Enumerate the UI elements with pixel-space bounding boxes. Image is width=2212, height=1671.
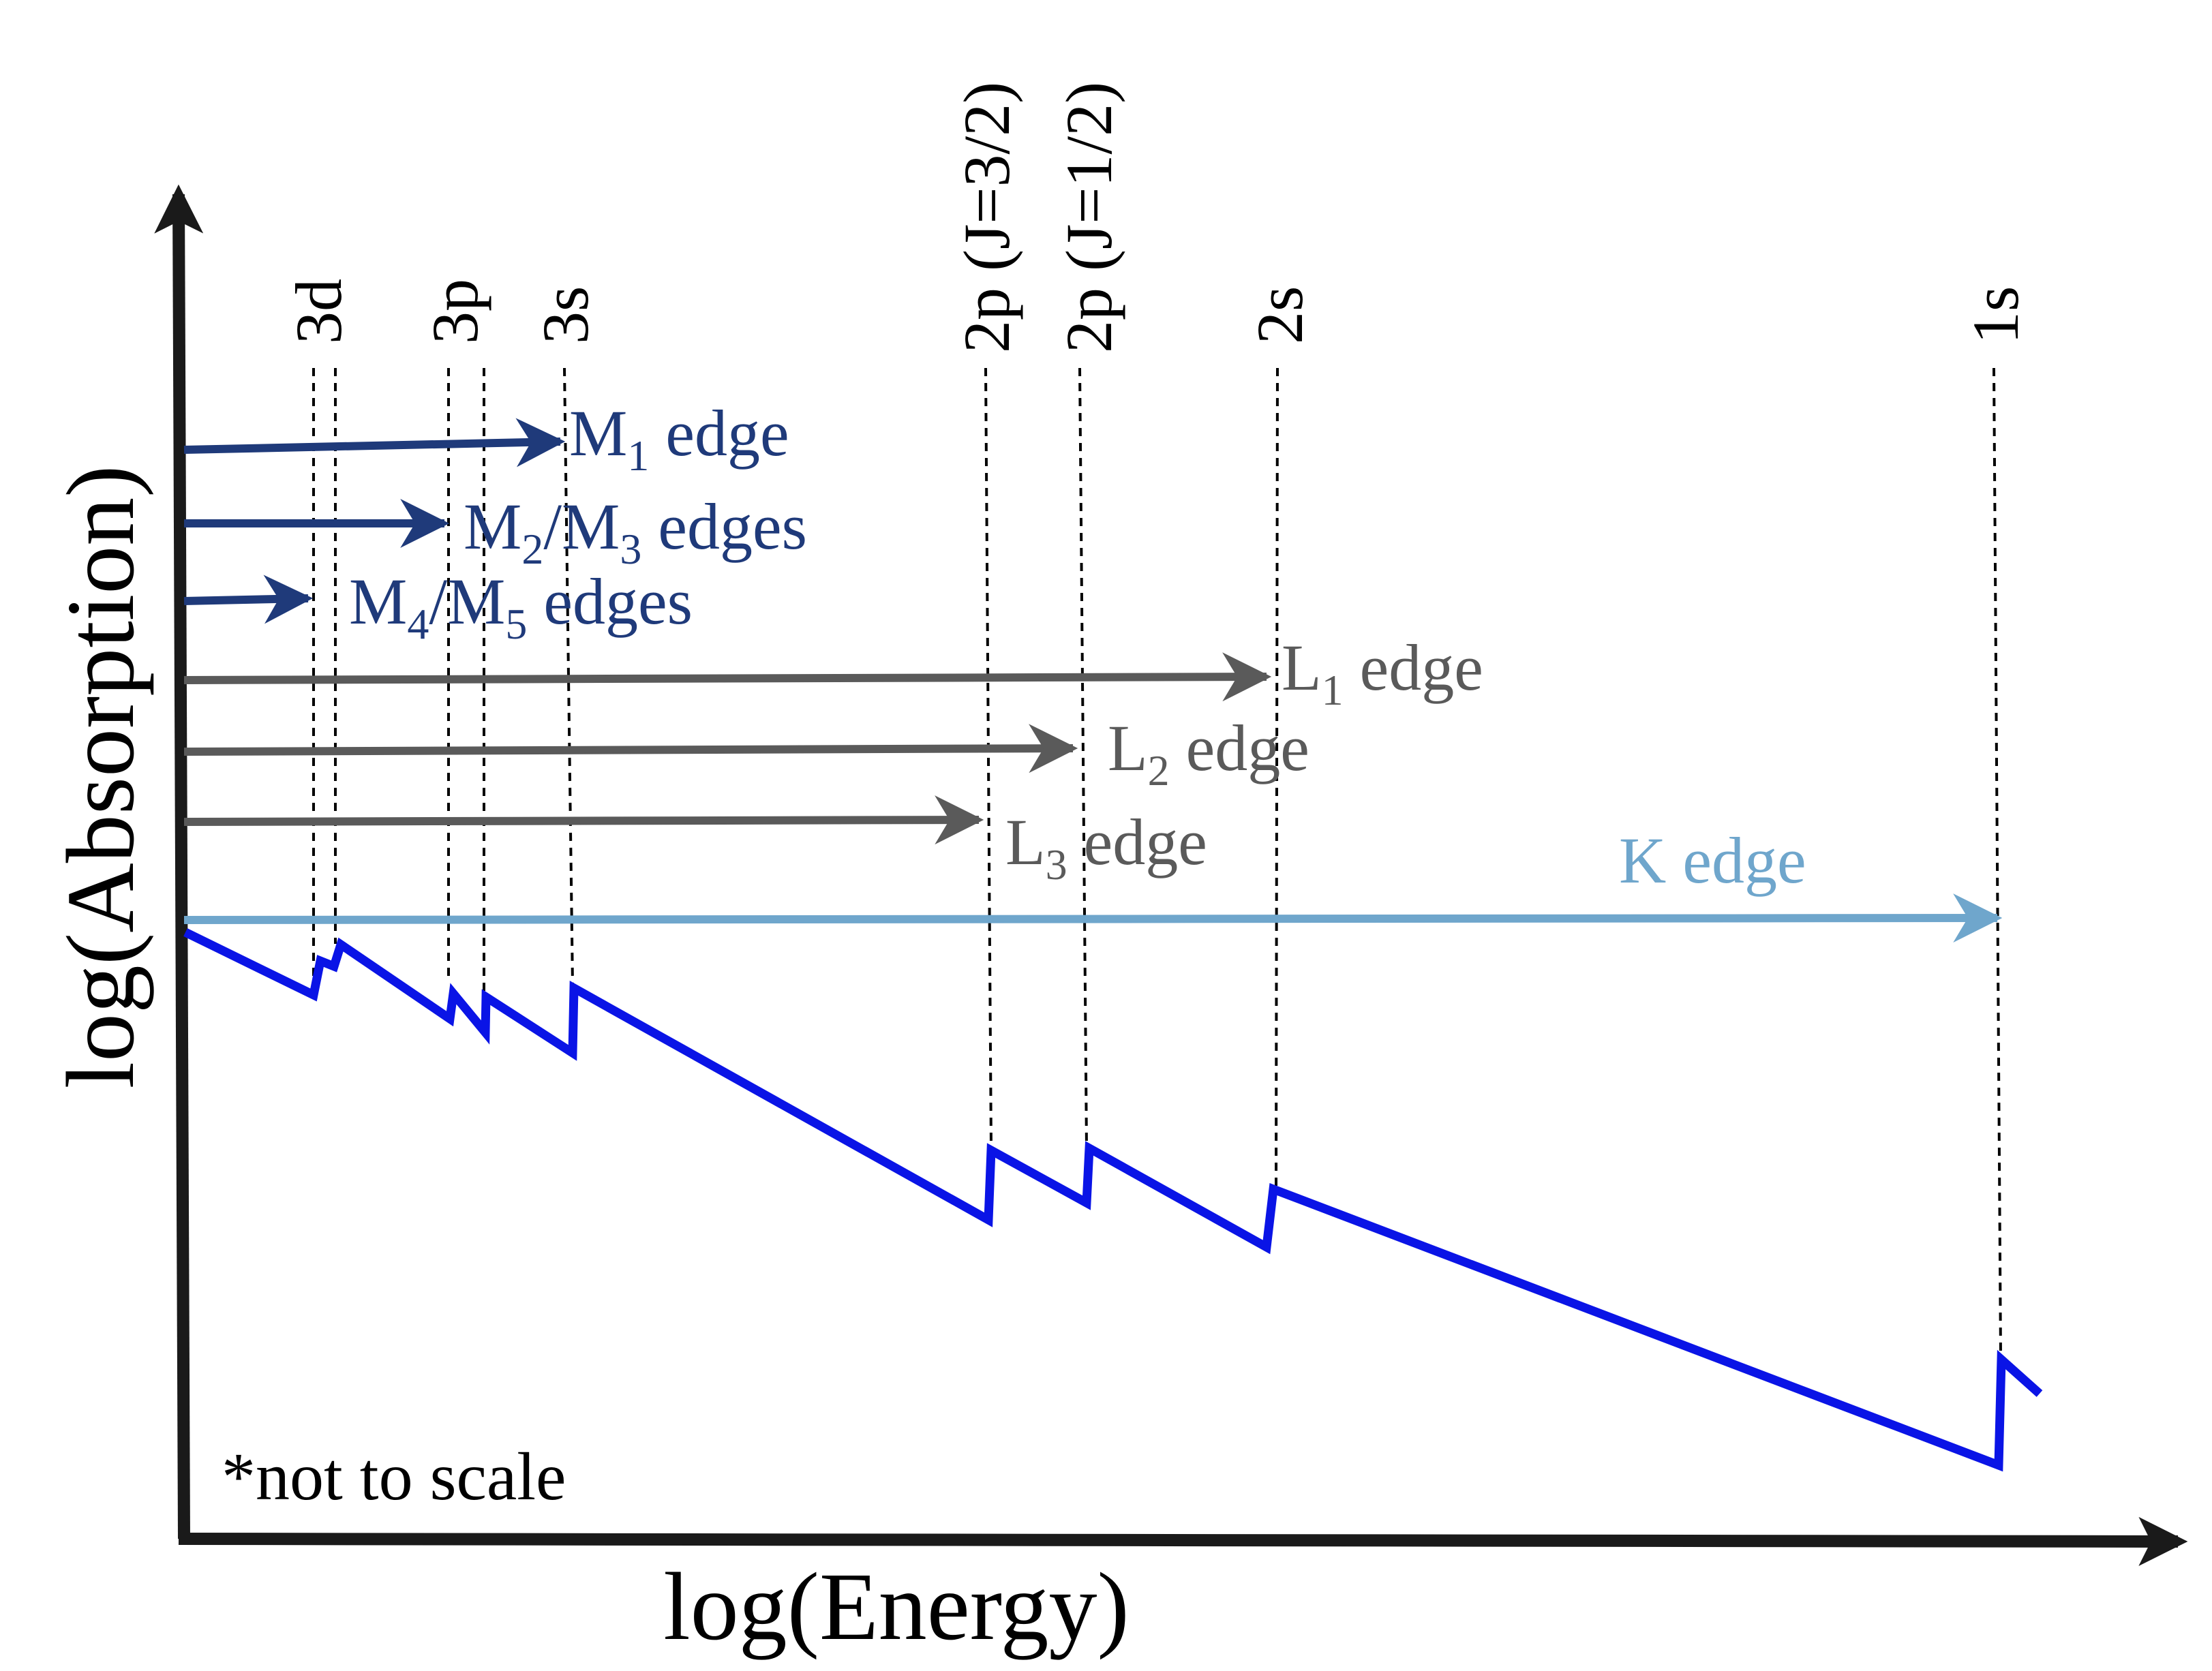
level-label-3d: 3d xyxy=(282,279,355,344)
edge-labels: M1 edge M2/M3 edges M4/M5 edges L1 edge … xyxy=(349,397,1806,897)
level-line-2s xyxy=(1275,367,1279,1190)
level-line-3s xyxy=(563,367,574,985)
m45-edge-arrow xyxy=(183,574,314,624)
level-label-2s: 2s xyxy=(1243,286,1316,344)
k-edge-label: K edge xyxy=(1619,824,1806,897)
l2-edge-label: L2 edge xyxy=(1108,711,1309,795)
level-label-3p: 3p xyxy=(419,279,491,344)
l-edge-arrows xyxy=(183,652,1272,845)
level-line-2p32 xyxy=(984,367,993,1149)
y-axis-title: log(Absorption) xyxy=(46,465,154,1088)
x-axis-title: log(Energy) xyxy=(663,1552,1130,1660)
level-label-2p12: 2p (J=1/2) xyxy=(1052,82,1125,353)
level-labels: 3d 3p 3s 2p (J=3/2) 2p (J=1/2) 2s 1s xyxy=(282,82,2032,353)
k-edge-arrow xyxy=(183,893,2003,943)
level-label-3s: 3s xyxy=(529,286,602,344)
l3-edge-arrow xyxy=(183,795,984,845)
m-edge-arrows xyxy=(183,418,566,624)
l1-edge-arrow xyxy=(183,652,1272,702)
axes xyxy=(154,184,2188,1566)
m23-edge-label: M2/M3 edges xyxy=(464,490,807,573)
x-axis xyxy=(178,1516,2188,1566)
l3-edge-label: L3 edge xyxy=(1005,806,1207,889)
y-axis xyxy=(154,184,204,1539)
l1-edge-label: L1 edge xyxy=(1282,631,1483,714)
m1-edge-label: M1 edge xyxy=(569,397,789,480)
level-label-2p32: 2p (J=3/2) xyxy=(950,82,1023,353)
level-line-1s xyxy=(1993,367,2002,1357)
l2-edge-arrow xyxy=(183,724,1078,773)
level-line-2p12 xyxy=(1078,367,1088,1149)
m1-edge-arrow xyxy=(183,418,566,467)
absorption-curve xyxy=(183,928,2043,1472)
not-to-scale-note: *not to scale xyxy=(222,1439,566,1514)
m45-edge-label: M4/M5 edges xyxy=(349,565,693,648)
level-lines xyxy=(312,367,2002,1357)
level-label-1s: 1s xyxy=(1959,286,2032,344)
